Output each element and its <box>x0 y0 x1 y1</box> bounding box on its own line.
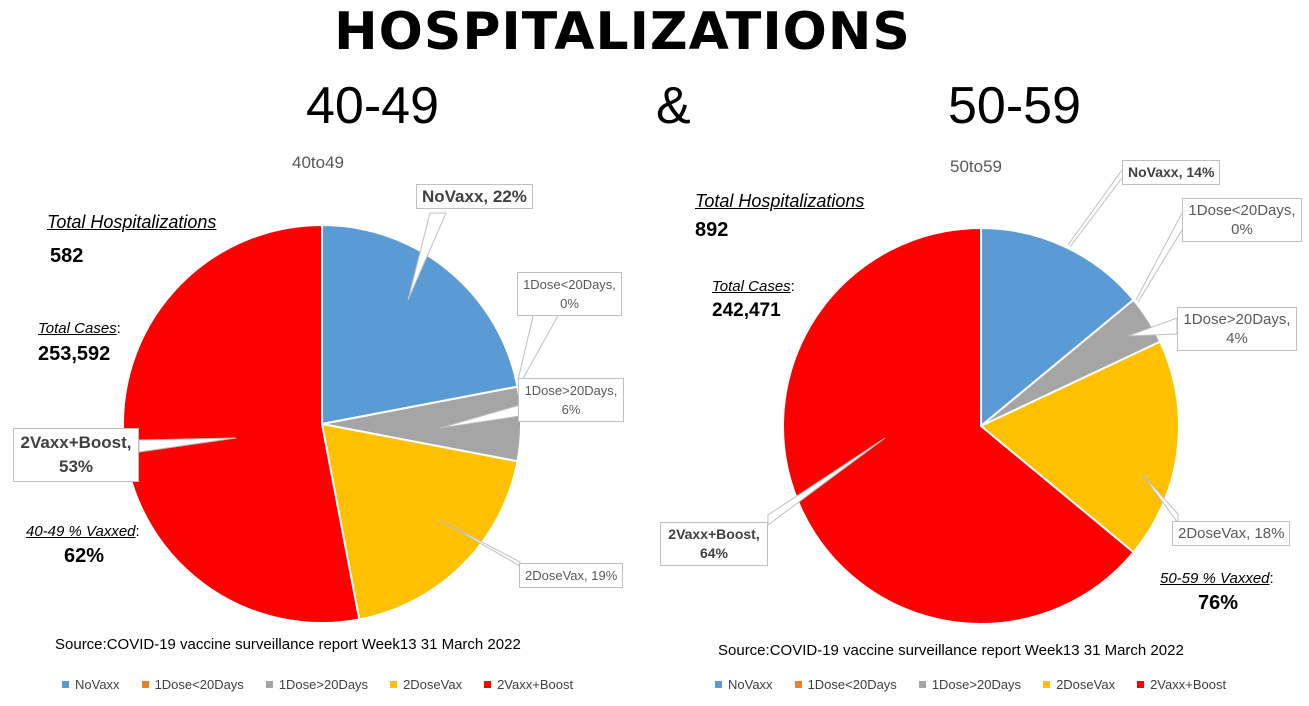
slice-label-1dose-gt20-left: 1Dose>20Days, 6% <box>518 378 624 422</box>
legend-item-novaxx: NoVaxx <box>715 677 773 692</box>
legend-label: 2Vaxx+Boost <box>1150 677 1227 692</box>
legend-label: NoVaxx <box>728 677 773 692</box>
legend-label: 2DoseVax <box>403 677 463 692</box>
legend-label: 1Dose<20Days <box>807 677 897 692</box>
slice-label-2dose-left: 2DoseVax, 19% <box>519 563 624 588</box>
legend-label: 1Dose>20Days <box>931 677 1022 692</box>
legend-swatch <box>141 681 149 688</box>
slice-label-1dose-lt20-left: 1Dose<20Days, 0% <box>517 272 622 316</box>
legend-item-2vaxx-boost: 2Vaxx+Boost <box>484 677 573 692</box>
legend-swatch <box>918 681 926 688</box>
source-right: Source:COVID-19 vaccine surveillance rep… <box>718 642 1184 659</box>
legend-item-novaxx: NoVaxx <box>62 677 120 692</box>
vaxxed-left: 40-49 % Vaxxed: <box>26 523 140 540</box>
total-cases-value-right: 242,471 <box>712 300 781 321</box>
legend-item-2dosevax: 2DoseVax <box>1043 677 1115 692</box>
vaxxed-value-right: 76% <box>1198 592 1239 614</box>
legend-swatch <box>484 681 492 688</box>
total-cases-left: Total Cases: <box>38 320 121 337</box>
pie-slice-novaxx <box>321 223 519 426</box>
total-cases-right: Total Cases: <box>712 278 795 295</box>
slice-label-1dose-gt20-right: 1Dose>20Days, 4% <box>1177 307 1297 351</box>
slice-label-boost-right: 2Vaxx+Boost, 64% <box>660 522 768 566</box>
legend-label: 2DoseVax <box>1056 677 1116 692</box>
legend-item-1dose-20days: 1Dose>20Days <box>265 677 369 692</box>
chart-title-left: 40to49 <box>292 153 344 172</box>
legend-swatch <box>265 681 273 688</box>
legend-swatch <box>715 681 722 688</box>
legend-item-2vaxx-boost: 2Vaxx+Boost <box>1137 677 1226 692</box>
slice-label-boost-left: 2Vaxx+Boost, 53% <box>13 428 139 482</box>
chart-title-right: 50to59 <box>950 157 1002 176</box>
legend-label: 2Vaxx+Boost <box>497 677 574 692</box>
ampersand: & <box>656 77 691 135</box>
legend-swatch <box>62 681 69 688</box>
total-hosp-label-right: Total Hospitalizations <box>695 191 865 211</box>
legend-item-2dosevax: 2DoseVax <box>390 677 462 692</box>
total-cases-value-left: 253,592 <box>38 343 111 365</box>
leader-2dose-right <box>1141 473 1179 525</box>
legend-right: NoVaxx 1Dose<20Days 1Dose>20Days 2DoseVax 2V… <box>715 677 1248 692</box>
leader-boost-left <box>138 437 237 453</box>
pie-50to59 <box>782 226 1180 625</box>
pie-slice-novaxx <box>980 226 1135 429</box>
legend-item-1dose-20days: 1Dose<20Days <box>141 677 244 692</box>
legend-left: NoVaxx 1Dose<20Days 1Dose>20Days 2DoseVax 2V… <box>62 677 595 692</box>
leader-1dose-lt20-left-b <box>519 311 561 385</box>
slice-label-novaxx-left: NoVaxx, 22% <box>416 184 533 209</box>
legend-label: NoVaxx <box>75 677 120 692</box>
legend-label: 1Dose<20Days <box>154 677 244 692</box>
leader-boost-right <box>767 437 886 526</box>
vaxxed-right: 50-59 % Vaxxed: <box>1160 570 1274 587</box>
vaxxed-value-left: 62% <box>64 545 105 567</box>
pie-slice-2dosevax <box>320 422 519 621</box>
right-heading: 50-59 <box>948 77 1081 135</box>
legend-swatch <box>390 681 398 688</box>
total-hosp-value-left: 582 <box>50 245 84 267</box>
legend-item-1dose-20days: 1Dose>20Days <box>918 677 1022 692</box>
leader-1dose-lt20-right-b <box>1137 229 1183 303</box>
pie-40to49 <box>122 223 522 624</box>
leader-novaxx-left <box>407 212 447 301</box>
leader-1dose-lt20-right-a <box>1135 212 1183 301</box>
leader-novaxx-right-b <box>1069 177 1123 248</box>
slice-label-2dose-right: 2DoseVax, 18% <box>1172 521 1291 546</box>
total-hosp-label-left: Total Hospitalizations <box>47 212 217 232</box>
source-left: Source:COVID-19 vaccine surveillance rep… <box>55 636 521 653</box>
main-title: HOSPITALIZATIONS <box>334 2 911 62</box>
pie-slice-2dosevax <box>979 340 1180 554</box>
left-heading: 40-49 <box>306 77 439 135</box>
legend-swatch <box>794 681 802 688</box>
leader-1dose-lt20-left <box>517 311 535 381</box>
leader-lines <box>138 169 1183 567</box>
slice-label-1dose-lt20-right: 1Dose<20Days, 0% <box>1182 198 1302 242</box>
total-hosp-value-right: 892 <box>695 219 729 241</box>
leader-novaxx-right-a <box>1067 169 1123 246</box>
legend-swatch <box>1043 681 1051 688</box>
pie-slice-2vaxx-boost <box>782 226 1135 625</box>
legend-label: 1Dose>20Days <box>278 677 369 692</box>
slice-label-novaxx-right: NoVaxx, 14% <box>1122 160 1221 185</box>
legend-swatch <box>1137 681 1145 688</box>
legend-item-1dose-20days: 1Dose<20Days <box>794 677 897 692</box>
